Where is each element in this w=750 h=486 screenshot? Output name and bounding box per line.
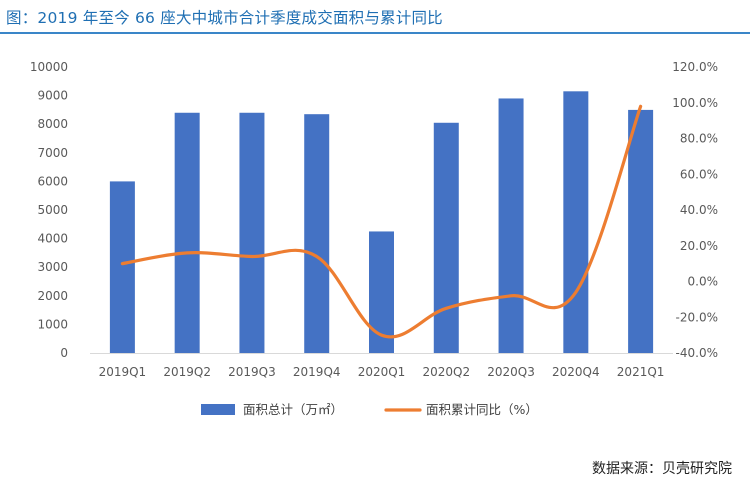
y-right-tick-label: 60.0% [680, 167, 718, 181]
line-point [639, 105, 642, 108]
line-point [186, 251, 189, 254]
line-point [380, 334, 383, 337]
line-point [574, 291, 577, 294]
x-tick-label: 2019Q3 [228, 365, 276, 379]
y-left-tick-label: 9000 [37, 89, 68, 103]
y-left-tick-label: 3000 [37, 260, 68, 274]
y-left-tick-label: 1000 [37, 317, 68, 331]
line-point [121, 262, 124, 265]
y-right-tick-label: 20.0% [680, 239, 718, 253]
legend-swatch-bar [201, 404, 235, 415]
legend-label-line: 面积累计同比（%） [426, 402, 538, 417]
x-tick-label: 2021Q1 [617, 365, 665, 379]
bar [498, 98, 524, 354]
x-tick-label: 2019Q4 [293, 365, 341, 379]
y-left-tick-label: 4000 [37, 232, 68, 246]
x-tick-label: 2020Q3 [487, 365, 535, 379]
bar [628, 109, 654, 354]
y-left-tick-label: 6000 [37, 174, 68, 188]
line-point [510, 294, 513, 297]
y-left-tick-label: 8000 [37, 117, 68, 131]
bar [304, 114, 330, 353]
growth-line [120, 104, 643, 339]
x-tick-label: 2020Q1 [358, 365, 406, 379]
legend-label-bar: 面积总计（万㎡） [243, 402, 343, 417]
y-left-tick-label: 5000 [37, 203, 68, 217]
line-point [315, 255, 318, 258]
y-left-tick-label: 2000 [37, 289, 68, 303]
title-underline [0, 32, 750, 34]
y-right-tick-label: -40.0% [676, 346, 718, 360]
y-left-tick-label: 7000 [37, 146, 68, 160]
bar [109, 181, 135, 353]
y-right-tick-label: 0.0% [688, 275, 719, 289]
y-right-tick-label: 40.0% [680, 203, 718, 217]
line-point [445, 307, 448, 310]
bar [174, 112, 200, 353]
line-point [250, 255, 253, 258]
x-tick-label: 2019Q2 [163, 365, 211, 379]
x-tick-label: 2020Q2 [422, 365, 470, 379]
bar [433, 122, 459, 354]
y-right-tick-label: -20.0% [676, 310, 718, 324]
bar [239, 112, 265, 353]
x-tick-label: 2020Q4 [552, 365, 600, 379]
y-right-tick-label: 120.0% [672, 60, 718, 74]
bar [369, 231, 394, 353]
y-left-tick-label: 10000 [30, 60, 68, 74]
y-left-tick-label: 0 [60, 346, 68, 360]
y-right-tick-label: 100.0% [672, 96, 718, 110]
y-right-tick-label: 80.0% [680, 132, 718, 146]
chart-title: 图：2019 年至今 66 座大中城市合计季度成交面积与累计同比 [6, 9, 443, 27]
data-source: 数据来源：贝壳研究院 [592, 461, 732, 477]
x-tick-label: 2019Q1 [99, 365, 147, 379]
bar [563, 91, 589, 353]
